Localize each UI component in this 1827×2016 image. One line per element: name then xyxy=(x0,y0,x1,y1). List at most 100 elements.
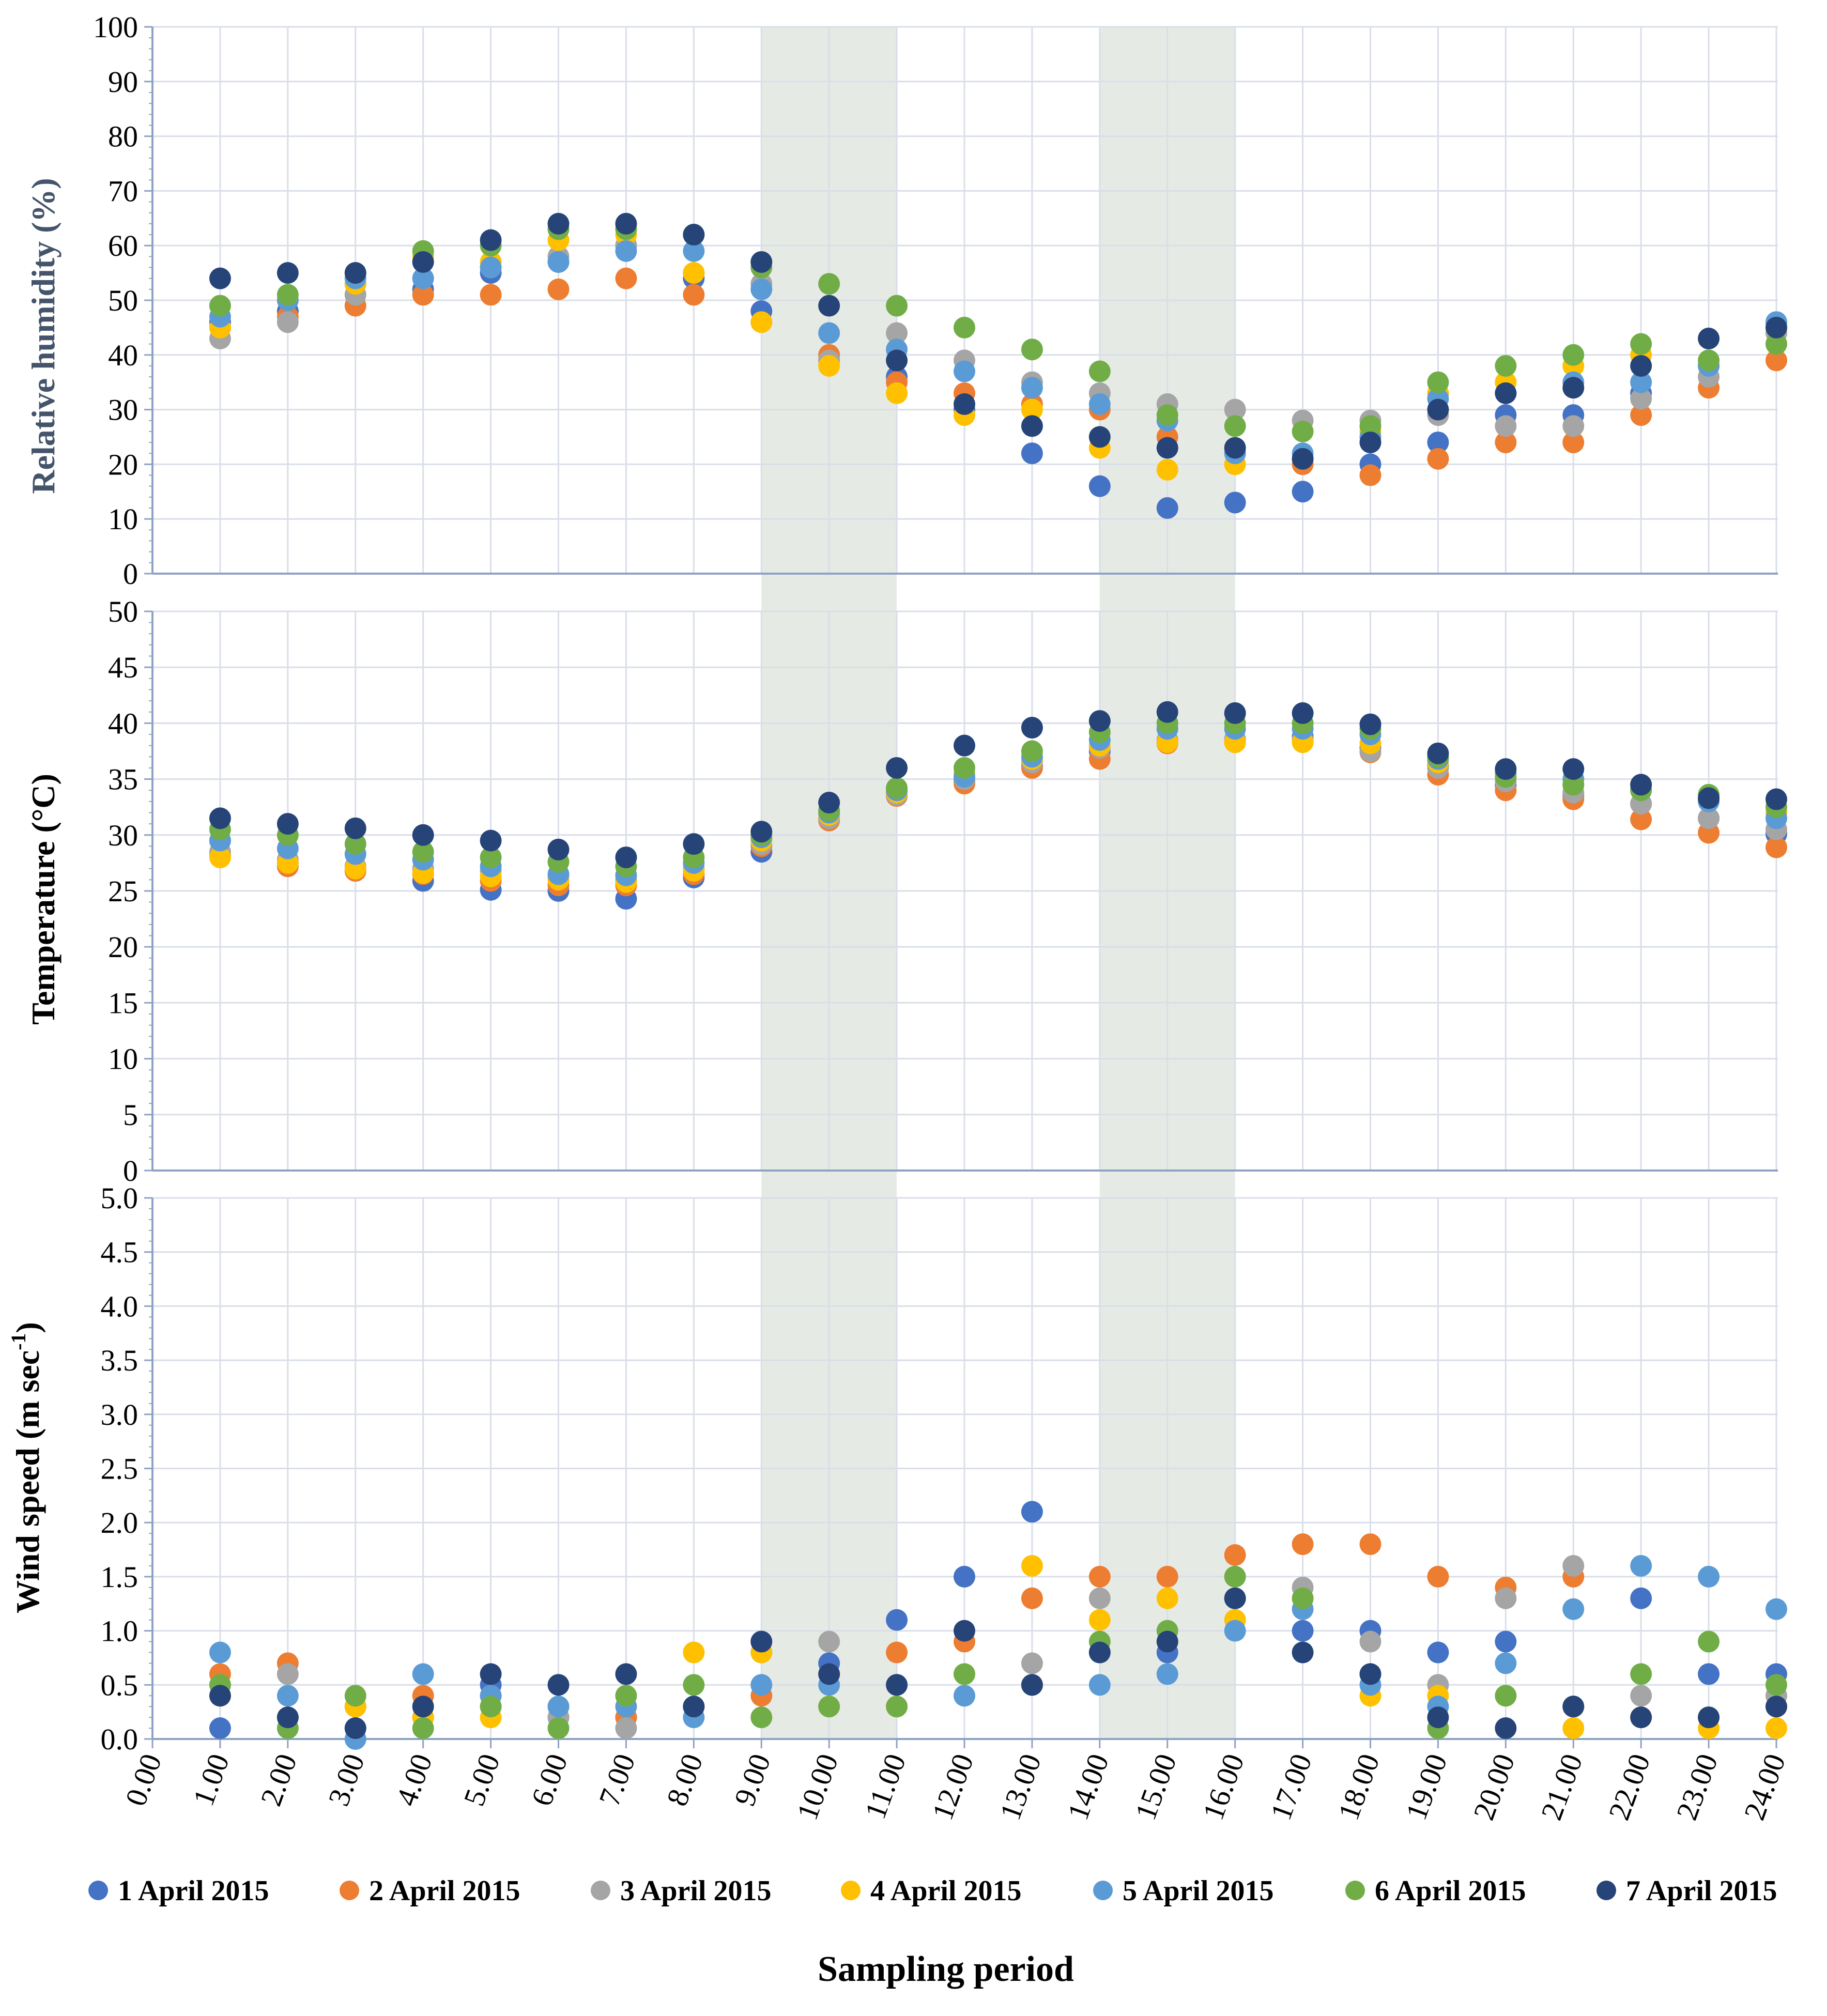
point-temperature-day6-t3 xyxy=(344,833,366,855)
y-tick-label-humidity-9: 90 xyxy=(108,65,138,99)
point-wind-day7-t9 xyxy=(750,1630,773,1653)
point-wind-day3-t14 xyxy=(1088,1587,1111,1609)
point-temperature-day6-t5 xyxy=(480,847,502,869)
point-wind-day5-t6 xyxy=(547,1696,570,1718)
point-temperature-day7-t9 xyxy=(750,821,773,843)
point-humidity-day6-t16 xyxy=(1224,415,1246,437)
point-humidity-day7-t5 xyxy=(480,229,502,251)
legend-marker-6 xyxy=(1345,1881,1365,1900)
y-axis-title-humidity: Relative humidity (%) xyxy=(25,178,62,494)
y-tick-label-humidity-5: 50 xyxy=(108,284,138,317)
y-tick-label-temperature-6: 30 xyxy=(108,819,138,852)
point-humidity-day1-t17 xyxy=(1292,481,1314,503)
point-humidity-day5-t13 xyxy=(1021,377,1043,399)
point-wind-day3-t20 xyxy=(1495,1587,1517,1609)
y-tick-label-temperature-2: 10 xyxy=(108,1042,138,1076)
point-wind-day5-t12 xyxy=(954,1685,975,1707)
y-tick-label-wind-5: 2.5 xyxy=(101,1452,139,1486)
point-temperature-day7-t18 xyxy=(1359,713,1381,735)
point-humidity-day6-t19 xyxy=(1427,371,1449,393)
x-tick-label-14: 14.00 xyxy=(1061,1749,1115,1824)
legend-label-2: 2 April 2015 xyxy=(369,1875,520,1907)
point-wind-day4-t21 xyxy=(1562,1717,1585,1740)
x-tick-label-8: 8.00 xyxy=(660,1749,710,1810)
x-tick-label-17: 17.00 xyxy=(1264,1749,1318,1824)
y-tick-label-humidity-3: 30 xyxy=(108,393,138,427)
point-temperature-day3-t23 xyxy=(1698,807,1720,829)
point-wind-day5-t15 xyxy=(1156,1663,1178,1685)
point-humidity-day5-t5 xyxy=(480,256,502,279)
x-tick-label-5: 5.00 xyxy=(457,1749,506,1810)
point-humidity-day7-t7 xyxy=(615,212,637,235)
point-humidity-day2-t20 xyxy=(1495,432,1517,454)
point-humidity-day2-t18 xyxy=(1359,464,1381,486)
point-humidity-day2-t8 xyxy=(683,284,705,306)
point-temperature-day7-t12 xyxy=(954,734,975,757)
point-temperature-day7-t14 xyxy=(1088,710,1111,732)
point-wind-day1-t22 xyxy=(1630,1587,1652,1609)
point-wind-day7-t13 xyxy=(1021,1674,1043,1696)
point-wind-day7-t14 xyxy=(1088,1641,1111,1664)
point-humidity-day6-t1 xyxy=(209,295,231,317)
y-tick-label-temperature-5: 25 xyxy=(108,874,138,908)
y-tick-label-wind-4: 2.0 xyxy=(101,1506,139,1540)
point-humidity-day4-t10 xyxy=(818,355,840,377)
point-wind-day6-t7 xyxy=(615,1685,637,1707)
y-tick-label-temperature-1: 5 xyxy=(123,1098,138,1132)
data-points xyxy=(209,212,1787,1750)
point-humidity-day7-t13 xyxy=(1021,415,1043,437)
point-wind-day3-t10 xyxy=(818,1630,840,1653)
y-tick-label-humidity-2: 20 xyxy=(108,448,138,481)
point-humidity-day2-t24 xyxy=(1765,349,1787,372)
point-wind-day7-t19 xyxy=(1427,1706,1449,1729)
y-tick-label-wind-3: 1.5 xyxy=(101,1560,139,1594)
point-wind-day1-t17 xyxy=(1292,1620,1314,1642)
point-wind-day7-t7 xyxy=(615,1663,637,1685)
point-wind-day6-t3 xyxy=(344,1685,366,1707)
legend-marker-4 xyxy=(841,1881,861,1900)
point-humidity-day5-t10 xyxy=(818,322,840,344)
point-wind-day6-t6 xyxy=(547,1717,570,1740)
point-wind-day7-t18 xyxy=(1359,1663,1381,1685)
y-tick-label-wind-8: 4.0 xyxy=(101,1289,139,1323)
y-tick-label-temperature-4: 20 xyxy=(108,930,138,964)
point-humidity-day4-t15 xyxy=(1156,458,1178,481)
point-humidity-day7-t6 xyxy=(547,212,570,235)
y-tick-label-humidity-0: 0 xyxy=(123,557,138,591)
point-temperature-day7-t2 xyxy=(277,813,299,835)
point-humidity-day6-t20 xyxy=(1495,355,1517,377)
point-temperature-day6-t13 xyxy=(1021,740,1043,762)
point-wind-day2-t13 xyxy=(1021,1587,1043,1609)
point-temperature-day7-t6 xyxy=(547,838,570,860)
point-temperature-day7-t10 xyxy=(818,792,840,814)
point-temperature-day6-t11 xyxy=(886,777,908,799)
point-humidity-day6-t11 xyxy=(886,295,908,317)
point-humidity-day6-t18 xyxy=(1359,415,1381,437)
point-humidity-day3-t20 xyxy=(1495,415,1517,437)
point-humidity-day1-t15 xyxy=(1156,497,1178,519)
point-humidity-day7-t18 xyxy=(1359,432,1381,454)
point-humidity-day5-t14 xyxy=(1088,393,1111,415)
point-humidity-day2-t6 xyxy=(547,278,570,300)
point-wind-day6-t16 xyxy=(1224,1565,1246,1588)
legend-label-1: 1 April 2015 xyxy=(118,1875,269,1907)
point-humidity-day1-t16 xyxy=(1224,491,1246,514)
point-wind-day6-t5 xyxy=(480,1696,502,1718)
point-wind-day5-t20 xyxy=(1495,1652,1517,1674)
legend-label-7: 7 April 2015 xyxy=(1626,1875,1777,1907)
point-wind-day5-t23 xyxy=(1698,1565,1720,1588)
axes xyxy=(144,26,1778,1748)
y-tick-label-humidity-6: 60 xyxy=(108,229,138,263)
point-wind-day2-t19 xyxy=(1427,1565,1449,1588)
point-temperature-day2-t22 xyxy=(1630,808,1652,830)
point-wind-day5-t4 xyxy=(412,1663,434,1685)
point-humidity-day7-t12 xyxy=(954,393,975,415)
legend-marker-2 xyxy=(340,1881,359,1900)
legend-marker-3 xyxy=(591,1881,610,1900)
point-temperature-day7-t13 xyxy=(1021,717,1043,739)
point-humidity-day7-t17 xyxy=(1292,448,1314,470)
point-humidity-day5-t7 xyxy=(615,240,637,262)
y-tick-label-wind-2: 1.0 xyxy=(101,1614,139,1648)
point-humidity-day6-t21 xyxy=(1562,344,1585,366)
point-wind-day4-t8 xyxy=(683,1641,705,1664)
